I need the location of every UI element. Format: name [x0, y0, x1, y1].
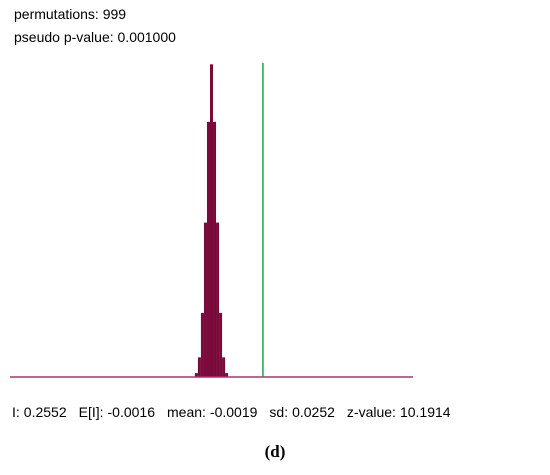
- bar: [206, 121, 210, 377]
- stat-value: 0.0252: [292, 404, 335, 420]
- stats: I: 0.2552 E[I]: -0.0016 mean: -0.0019 sd: 0.025…: [12, 404, 463, 420]
- bar: [216, 222, 220, 377]
- bar: [203, 222, 207, 377]
- stat-label: mean:: [167, 404, 206, 420]
- bar: [200, 312, 204, 377]
- stat-value: -0.0019: [209, 404, 258, 420]
- stat: I: 0.2552: [12, 404, 67, 420]
- stat-label: I:: [12, 404, 20, 420]
- bar: [197, 357, 201, 377]
- stat-value: 0.2552: [23, 404, 67, 420]
- permutations-text: permutations: 999: [14, 6, 127, 22]
- bar: [209, 64, 214, 377]
- caption: (d): [264, 442, 286, 461]
- stat-label: E[I]:: [78, 404, 104, 420]
- stat-value: 10.1914: [399, 404, 451, 420]
- p-value-text: pseudo p-value: 0.001000: [14, 29, 176, 45]
- bar: [225, 373, 229, 377]
- histogram: [10, 63, 413, 378]
- stat-label: sd:: [269, 404, 289, 420]
- bar: [222, 357, 226, 377]
- stat-value: -0.0016: [107, 404, 155, 420]
- stat-label: z-value:: [346, 404, 396, 420]
- stat: z-value: 10.1914: [347, 404, 451, 420]
- stat: sd: 0.0252: [269, 404, 335, 420]
- bar: [219, 312, 223, 377]
- stat: E[I]: -0.0016: [79, 404, 155, 420]
- stat: mean: -0.0019: [167, 404, 257, 420]
- bar: [213, 121, 217, 377]
- bar: [194, 373, 198, 377]
